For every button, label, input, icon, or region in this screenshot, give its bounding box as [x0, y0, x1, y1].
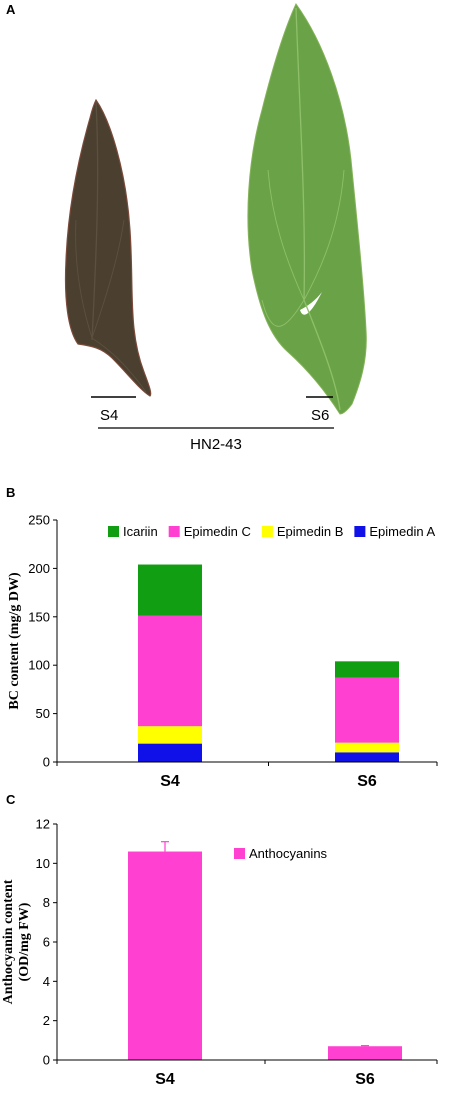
panel-c-letter: C	[6, 792, 16, 807]
y-tick-label: 12	[36, 817, 50, 832]
bar-epimedin-b-s6	[335, 742, 399, 753]
bar-epimedin-c-s6	[335, 677, 399, 743]
legend-label-anthocyanins: Anthocyanins	[249, 846, 328, 861]
y-tick-label: 0	[43, 1053, 50, 1068]
legend-swatch-anthocyanins	[234, 848, 245, 859]
legend-label-epimedin-b: Epimedin B	[277, 524, 343, 539]
category-label-s6: S6	[357, 773, 377, 790]
s6-leaf-blade	[247, 3, 367, 415]
bar-epimedin-b-s4	[138, 726, 202, 744]
legend-swatch-icariin	[108, 526, 119, 537]
s6-leaf-midrib	[295, 7, 341, 411]
bar-anthocyanins-s6	[328, 1046, 402, 1060]
legend-label-icariin: Icariin	[123, 524, 158, 539]
bar-epimedin-a-s4	[138, 743, 202, 762]
s6-leaf-image	[247, 3, 367, 415]
y-tick-label: 0	[43, 755, 50, 770]
category-label-s6: S6	[355, 1071, 375, 1088]
y-axis-title-line: (OD/mg FW)	[17, 902, 32, 981]
category-label-s4: S4	[160, 773, 180, 790]
panel-c-chart: C S4 S6 0 2 4 6 8 10 12 Anthocyanin content (OD/mg…	[1, 792, 438, 1088]
panel-a-letter: A	[6, 2, 16, 17]
category-label-s4: S4	[155, 1071, 175, 1088]
y-tick-label: 150	[28, 609, 50, 624]
y-tick-label: 100	[28, 658, 50, 673]
bar-epimedin-a-s6	[335, 752, 399, 762]
legend-swatch-epimedin-a	[354, 526, 366, 537]
y-tick-label: 8	[43, 895, 50, 910]
legend-swatch-epimedin-b	[261, 526, 273, 537]
s4-leaf-label: S4	[100, 407, 118, 424]
legend-label-epimedin-c: Epimedin C	[184, 524, 251, 539]
bar-icariin-s6	[335, 661, 399, 678]
y-tick-label: 2	[43, 1013, 50, 1028]
s6-leaf-vein	[303, 169, 345, 301]
y-tick-label: 250	[28, 513, 50, 528]
s4-leaf-blade	[64, 98, 152, 397]
y-axis-title: BC content (mg/g DW)	[7, 572, 22, 710]
s4-leaf-vein	[91, 337, 147, 393]
y-tick-label: 4	[43, 974, 50, 989]
legend-swatch-epimedin-c	[168, 526, 180, 537]
y-axis-title-line: Anthocyanin content	[1, 879, 16, 1004]
panel-b-letter: B	[6, 485, 15, 500]
y-tick-label: 6	[43, 935, 50, 950]
s6-leaf-label: S6	[311, 407, 329, 424]
s4-leaf-midrib	[91, 101, 99, 341]
s4-leaf-vein	[75, 219, 93, 339]
y-tick-label: 200	[28, 561, 50, 576]
bar-epimedin-c-s4	[138, 615, 202, 727]
panel-a: A S4 S6 HN2-43	[6, 2, 367, 453]
s4-leaf-image	[64, 98, 152, 397]
s4-leaf-vein	[91, 219, 125, 339]
s6-leaf-notch	[300, 292, 322, 315]
panel-b-chart: B S4 S6 0 50 100 150 200 250 BC content (mg/g DW…	[6, 485, 438, 790]
s6-leaf-vein	[267, 169, 305, 301]
bar-icariin-s4	[138, 564, 202, 616]
s6-leaf-vein	[261, 299, 305, 327]
bar-anthocyanins-s4	[128, 851, 202, 1060]
y-tick-label: 10	[36, 856, 50, 871]
group-label: HN2-43	[190, 436, 242, 453]
y-tick-label: 50	[36, 706, 50, 721]
legend-label-epimedin-a: Epimedin A	[369, 524, 435, 539]
